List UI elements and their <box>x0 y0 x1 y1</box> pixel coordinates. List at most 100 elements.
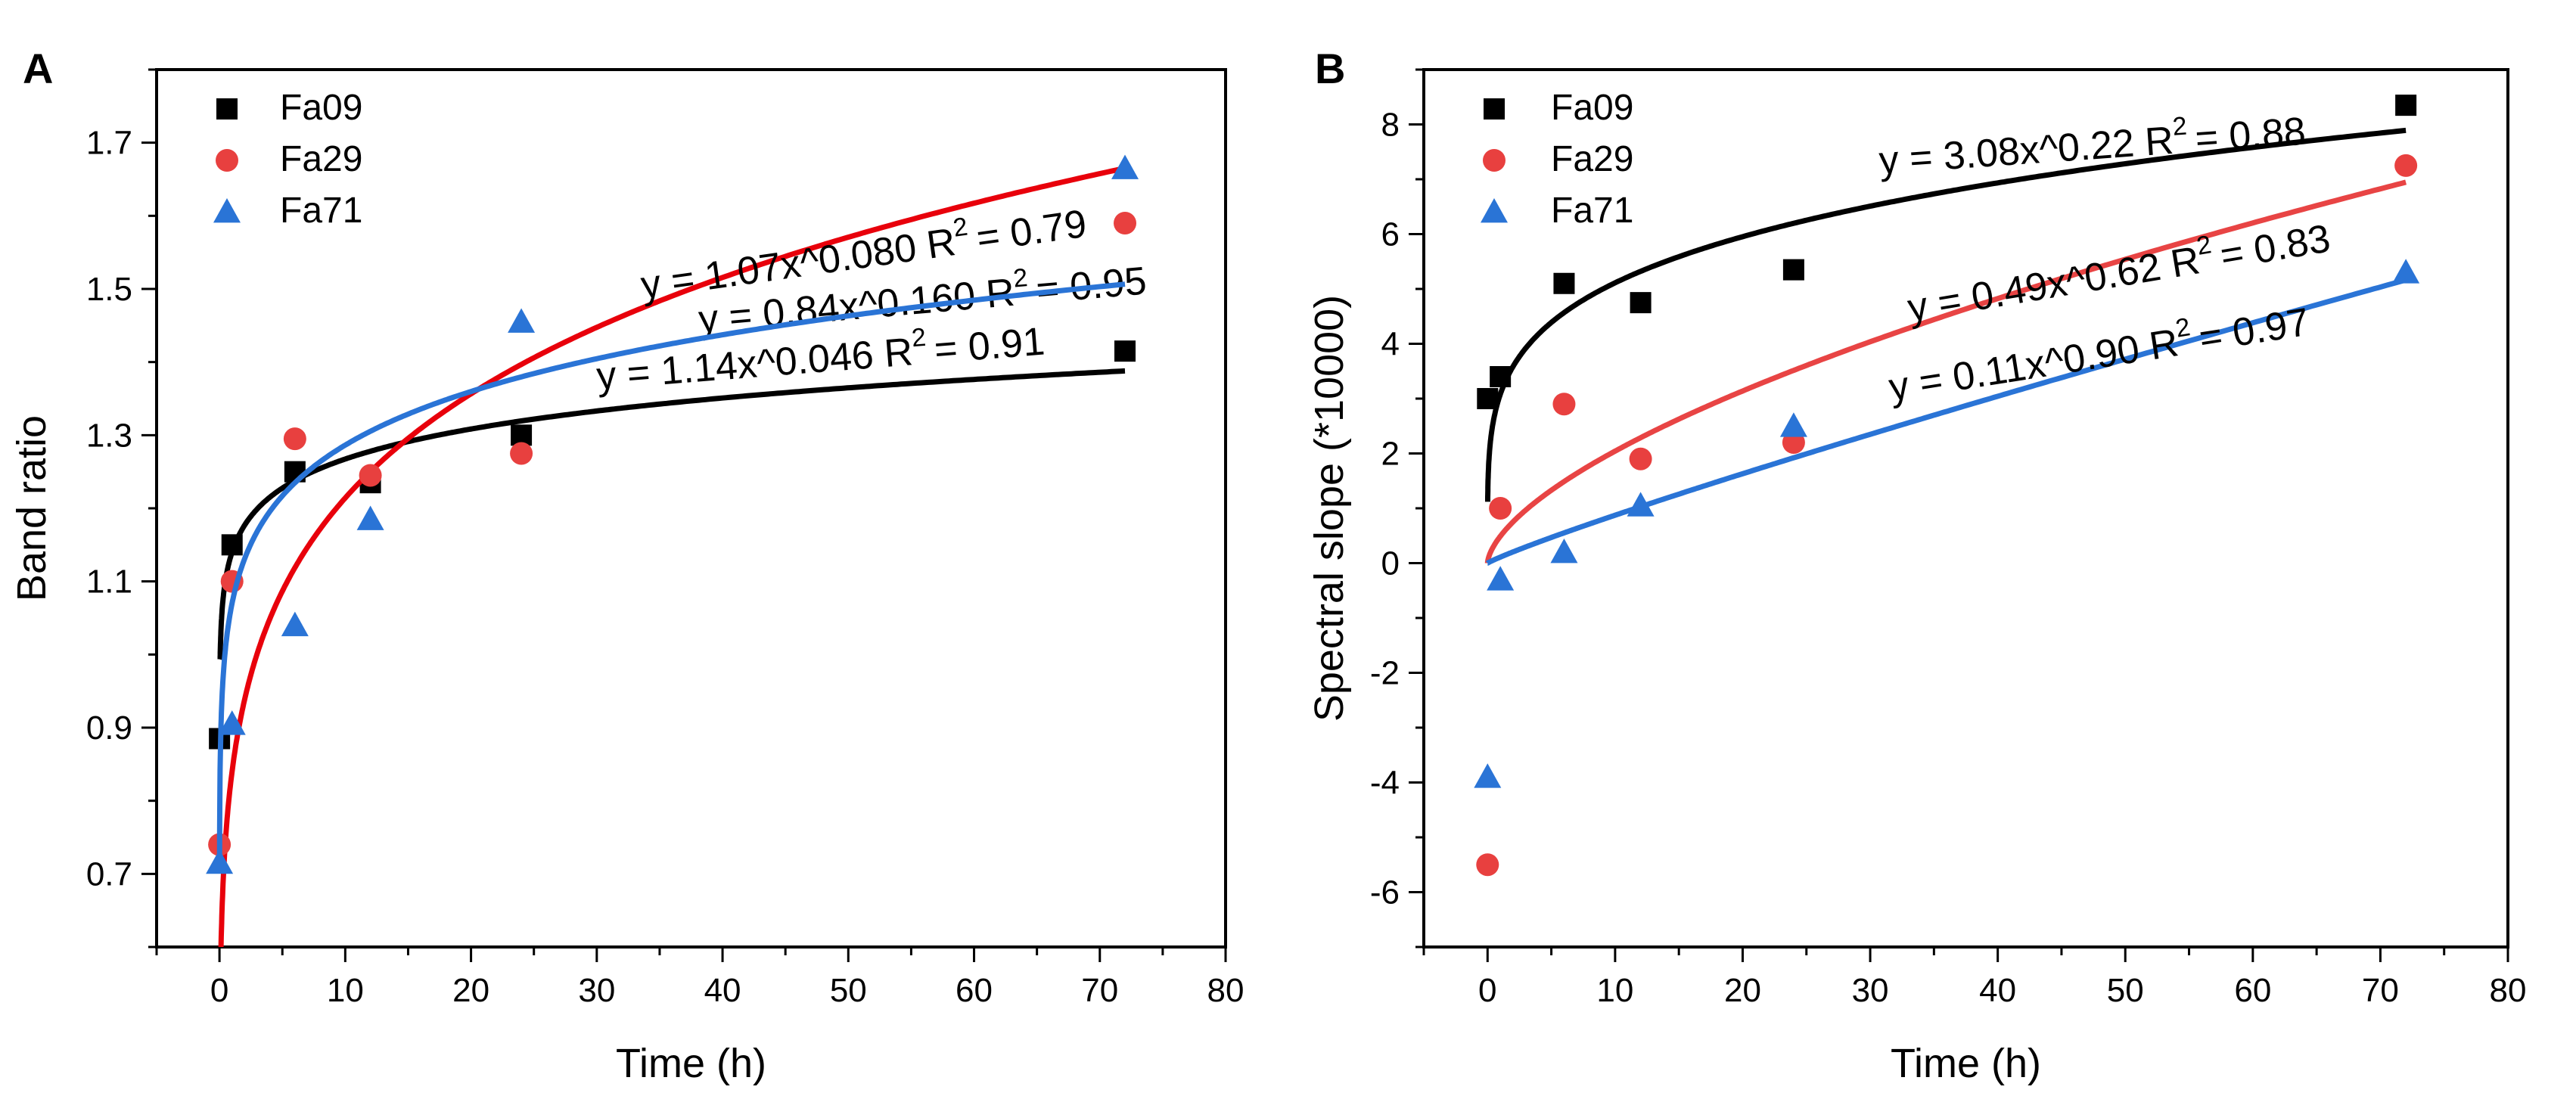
equation-text: y = 0.49x^0.62 R <box>1904 238 2202 331</box>
fit-line-fa29 <box>218 165 1126 947</box>
x-tick-label: 20 <box>452 972 489 1009</box>
data-point-fa71 <box>206 849 234 874</box>
y-tick-label: 6 <box>1381 216 1400 253</box>
data-point-fa09 <box>1490 366 1512 387</box>
r-squared-value: = 0.97 <box>2196 300 2312 361</box>
series-fa09 <box>209 340 1136 750</box>
legend-label-fa71: Fa71 <box>1551 191 1633 231</box>
panel-label: B <box>1315 45 1345 92</box>
x-tick-label: 0 <box>210 972 228 1009</box>
data-point-fa29 <box>1552 393 1576 416</box>
y-tick-label: -4 <box>1370 765 1400 802</box>
r-squared-exponent: 2 <box>2171 112 2188 141</box>
r-squared-exponent: 2 <box>1012 263 1029 293</box>
y-tick-label: 0.9 <box>86 709 132 747</box>
data-point-fa71 <box>1474 763 1502 788</box>
fit-equation-fa09: y = 3.08x^0.22 R2 = 0.88 <box>1877 104 2307 183</box>
r-squared-value: = 0.88 <box>2194 110 2307 161</box>
panel-label: A <box>23 45 53 92</box>
data-point-fa09 <box>1114 340 1136 362</box>
y-tick-label: 0 <box>1381 545 1400 582</box>
legend-marker-fa09 <box>1484 98 1505 120</box>
legend-marker-fa71 <box>1481 198 1508 223</box>
legend-marker-fa71 <box>213 198 241 223</box>
r-squared-value: = 0.79 <box>974 202 1089 261</box>
data-point-fa29 <box>1114 212 1137 234</box>
data-point-fa71 <box>2392 259 2420 284</box>
data-point-fa71 <box>1487 566 1515 591</box>
r-squared-exponent: 2 <box>951 213 969 243</box>
legend-label-fa71: Fa71 <box>280 191 362 231</box>
y-tick-label: 4 <box>1381 326 1400 363</box>
legend-marker-fa29 <box>216 149 238 172</box>
x-tick-label: 30 <box>1852 972 1889 1009</box>
x-tick-label: 20 <box>1724 972 1761 1009</box>
data-point-fa71 <box>1779 412 1807 437</box>
x-tick-label: 70 <box>2362 972 2399 1009</box>
data-point-fa09 <box>221 534 243 556</box>
y-tick-label: 8 <box>1381 107 1400 144</box>
x-axis-title: Time (h) <box>616 1041 766 1086</box>
x-tick-label: 10 <box>1596 972 1633 1009</box>
y-axis-title: Band ratio <box>9 415 54 601</box>
y-tick-label: -2 <box>1370 655 1400 692</box>
series-fa71 <box>206 154 1139 874</box>
x-tick-label: 50 <box>2107 972 2144 1009</box>
y-tick-label: 1.7 <box>86 125 132 162</box>
y-tick-label: 0.7 <box>86 855 132 893</box>
equation-text: y = 3.08x^0.22 R <box>1878 119 2175 183</box>
fit-line-fa09 <box>217 368 1126 662</box>
y-axis-title: Spectral slope (*10000) <box>1307 295 1352 722</box>
x-axis-title: Time (h) <box>1891 1041 2041 1086</box>
y-tick-label: -6 <box>1370 874 1400 911</box>
x-tick-label: 30 <box>578 972 615 1009</box>
x-tick-label: 60 <box>2234 972 2271 1009</box>
x-tick-label: 80 <box>1207 972 1244 1009</box>
series-fa29 <box>1476 154 2418 877</box>
legend-marker-fa09 <box>216 98 238 120</box>
panel-b: B 0 10 20 30 40 50 60 70 80 -6 -4 -2 0 2 4 6 8 Time (h) Spe… <box>1307 45 2526 1086</box>
r-squared-exponent: 2 <box>910 323 927 352</box>
data-point-fa29 <box>510 442 533 465</box>
data-point-fa71 <box>1627 492 1655 517</box>
fit-line-fa71 <box>1484 277 2407 566</box>
y-tick-label: 2 <box>1381 436 1400 473</box>
panel-a: A 0 10 20 30 40 50 60 70 80 0.7 0.9 1.1 1.3 1.5 1.7 Time… <box>9 45 1244 1086</box>
data-point-fa29 <box>359 464 382 487</box>
data-point-fa71 <box>281 611 309 637</box>
x-tick-label: 70 <box>1081 972 1118 1009</box>
y-tick-label: 1.1 <box>86 564 132 601</box>
data-point-fa29 <box>2394 154 2418 177</box>
legend-marker-fa29 <box>1483 149 1506 172</box>
x-tick-label: 40 <box>704 972 741 1009</box>
legend-label-fa09: Fa09 <box>1551 88 1633 128</box>
data-point-fa29 <box>1489 497 1512 520</box>
x-tick-label: 40 <box>1979 972 2016 1009</box>
r-squared-value: = 0.91 <box>933 320 1046 372</box>
legend-label-fa29: Fa29 <box>1551 139 1633 179</box>
data-point-fa71 <box>1111 154 1139 179</box>
legend-label-fa29: Fa29 <box>280 139 362 179</box>
x-tick-label: 0 <box>1478 972 1496 1009</box>
data-point-fa09 <box>1477 388 1499 409</box>
x-tick-label: 10 <box>327 972 364 1009</box>
data-point-fa29 <box>283 427 306 451</box>
fit-line-fa09 <box>1485 127 2407 505</box>
legend-label-fa09: Fa09 <box>280 88 362 128</box>
y-tick-label: 1.3 <box>86 417 132 454</box>
data-point-fa71 <box>1550 539 1578 564</box>
series-fa71 <box>1474 259 2420 788</box>
equation-text: y = 0.11x^0.90 R <box>1886 321 2182 410</box>
data-point-fa71 <box>508 308 536 333</box>
data-point-fa71 <box>356 505 384 530</box>
x-tick-label: 80 <box>2490 972 2527 1009</box>
fit-line-fa71 <box>216 281 1126 874</box>
y-tick-label: 1.5 <box>86 271 132 308</box>
data-point-fa09 <box>1630 292 1652 314</box>
data-point-fa29 <box>1476 853 1499 877</box>
series-fa09 <box>1477 95 2417 505</box>
fit-line-fa29 <box>1484 179 2407 566</box>
data-point-fa09 <box>1553 272 1575 294</box>
x-tick-label: 60 <box>956 972 993 1009</box>
